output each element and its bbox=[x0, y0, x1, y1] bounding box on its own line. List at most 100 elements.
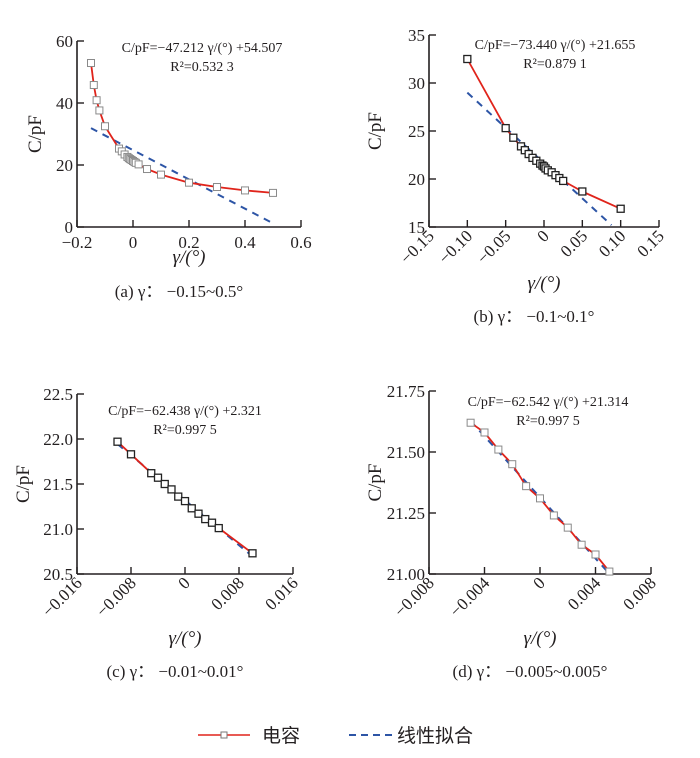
fit-r-squared: R²=0.879 1 bbox=[523, 57, 586, 72]
capacitance-line bbox=[90, 62, 274, 194]
data-point bbox=[269, 188, 277, 197]
fit-equation: C/pF=−47.212 γ/(°) +54.507 bbox=[122, 41, 283, 56]
x-tick-label: 0.05 bbox=[557, 226, 591, 260]
data-point bbox=[201, 514, 210, 524]
legend-capacitance-label: 电容 bbox=[262, 725, 300, 747]
data-point bbox=[187, 504, 196, 513]
panel-caption: (d) γ： −0.005~0.005° bbox=[453, 662, 608, 681]
panel-caption: (a) γ： −0.15~0.5° bbox=[115, 282, 243, 301]
x-axis-title: γ/(°) bbox=[168, 628, 201, 649]
y-tick-label: 21.00 bbox=[387, 565, 425, 584]
x-tick-label: 0.004 bbox=[564, 573, 605, 614]
legend-item-capacitance: 电容 bbox=[198, 725, 300, 747]
data-point bbox=[194, 509, 203, 518]
legend: 电容 线性拟合 bbox=[198, 725, 473, 747]
data-point bbox=[180, 496, 190, 506]
data-point bbox=[134, 160, 143, 169]
y-axis-title: C/pF bbox=[25, 115, 46, 153]
fit-r-squared: R²=0.997 5 bbox=[153, 423, 216, 438]
data-point bbox=[87, 59, 95, 68]
data-point bbox=[509, 133, 518, 142]
x-tick-label: 0.10 bbox=[595, 226, 629, 260]
data-point bbox=[559, 176, 568, 186]
data-point bbox=[591, 550, 600, 559]
fit-equation: C/pF=−62.542 γ/(°) +21.314 bbox=[468, 395, 629, 410]
y-tick-label: 21.50 bbox=[387, 443, 425, 462]
x-tick-label: −0.10 bbox=[435, 226, 476, 267]
y-tick-label: 21.75 bbox=[387, 382, 425, 401]
fit-equation: C/pF=−73.440 γ/(°) +21.655 bbox=[475, 38, 636, 53]
data-point bbox=[577, 540, 586, 549]
y-tick-label: 21.0 bbox=[43, 520, 73, 539]
x-axis-title: γ/(°) bbox=[523, 628, 556, 649]
linear-fit-line bbox=[90, 127, 271, 223]
panel-caption: (b) γ： −0.1~0.1° bbox=[474, 307, 595, 326]
data-point bbox=[578, 187, 587, 196]
legend-item-linear-fit: 线性拟合 bbox=[349, 725, 473, 747]
data-point bbox=[549, 511, 558, 520]
data-point bbox=[605, 567, 614, 576]
y-tick-label: 21.25 bbox=[387, 504, 425, 523]
fit-r-squared: R²=0.532 3 bbox=[170, 60, 233, 75]
x-tick-label: 0.016 bbox=[261, 573, 301, 613]
x-tick-label: −0.2 bbox=[62, 233, 93, 252]
data-point bbox=[214, 523, 223, 533]
panel-c: 20.521.021.522.022.5−0.016 −0.008 0 0.008 0.… bbox=[13, 385, 302, 681]
data-point bbox=[92, 96, 101, 105]
y-tick-label: 22.5 bbox=[43, 385, 73, 404]
y-tick-label: 35 bbox=[408, 26, 425, 45]
x-tick-label: 0.6 bbox=[290, 233, 311, 252]
data-point bbox=[501, 123, 510, 133]
y-axis-title: C/pF bbox=[365, 463, 386, 501]
x-tick-label: 0.008 bbox=[207, 573, 247, 613]
data-point bbox=[185, 178, 193, 187]
data-point bbox=[536, 494, 544, 503]
data-point bbox=[147, 469, 156, 478]
data-point bbox=[167, 485, 176, 494]
data-point bbox=[248, 549, 257, 558]
data-point bbox=[463, 54, 472, 64]
y-tick-label: 20.5 bbox=[43, 565, 73, 584]
data-point bbox=[563, 523, 572, 532]
data-point bbox=[113, 437, 122, 446]
x-tick-label: 0 bbox=[529, 573, 548, 592]
data-point bbox=[89, 81, 98, 90]
fit-r-squared: R²=0.997 5 bbox=[516, 414, 579, 429]
y-tick-label: 21.5 bbox=[43, 475, 73, 494]
y-tick-label: 60 bbox=[56, 32, 73, 51]
x-tick-label: −0.004 bbox=[446, 573, 494, 621]
data-point bbox=[101, 122, 109, 131]
y-axis-title: C/pF bbox=[365, 112, 386, 150]
y-axis-title: C/pF bbox=[13, 465, 34, 503]
x-tick-label: 0 bbox=[129, 233, 138, 252]
panel-caption: (c) γ： −0.01~0.01° bbox=[107, 662, 244, 681]
data-point bbox=[466, 418, 475, 427]
x-tick-label: 0 bbox=[174, 573, 193, 592]
y-tick-label: 40 bbox=[56, 94, 73, 113]
capacitance-line bbox=[466, 58, 622, 210]
y-tick-label: 20 bbox=[56, 156, 73, 175]
panel-b: 15 20 25 30 35 −0.15−0.10−0.05 0 0.05 0.10 0.15 γ/… bbox=[365, 26, 668, 326]
data-point bbox=[616, 204, 625, 213]
data-point bbox=[207, 518, 217, 527]
data-point bbox=[126, 450, 136, 459]
y-tick-label: 30 bbox=[408, 74, 425, 93]
x-axis-title: γ/(°) bbox=[172, 247, 205, 268]
y-tick-label: 22.0 bbox=[43, 430, 73, 449]
data-point bbox=[213, 183, 221, 192]
data-point bbox=[143, 165, 151, 174]
data-point bbox=[522, 482, 531, 491]
x-tick-label: −0.008 bbox=[93, 573, 140, 620]
data-point bbox=[157, 170, 165, 179]
x-tick-label: 0.2 bbox=[178, 233, 199, 252]
x-tick-label: 0.15 bbox=[633, 226, 667, 260]
data-point bbox=[494, 445, 503, 454]
x-tick-label: 0 bbox=[533, 226, 552, 245]
data-point bbox=[241, 186, 249, 195]
data-point bbox=[153, 473, 163, 482]
data-point bbox=[508, 460, 517, 469]
data-point bbox=[480, 428, 489, 437]
